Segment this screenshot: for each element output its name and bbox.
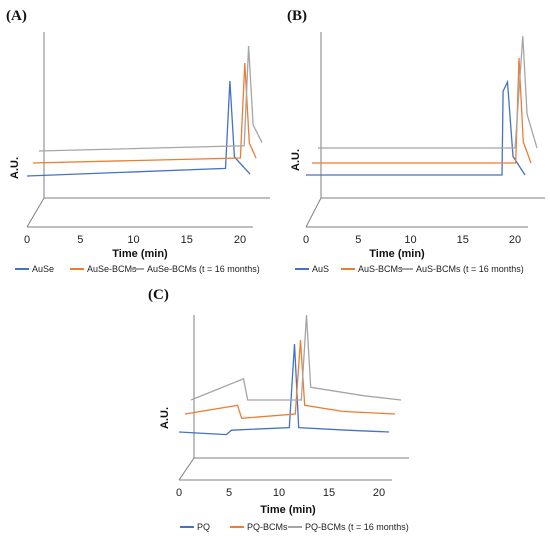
x-tick-label: 20 — [509, 234, 521, 246]
legend-entry: AuSe — [32, 264, 54, 274]
series-line-2 — [184, 339, 396, 419]
x-axis-label: Time (min) — [369, 248, 425, 260]
series-lines — [178, 314, 402, 436]
x-tick-label: 5 — [77, 234, 83, 246]
panel-label: (A) — [6, 8, 27, 24]
legend: AuS AuS-BCMs AuS-BCMs (t = 16 months) — [295, 264, 524, 274]
x-tick-label: 0 — [24, 234, 30, 246]
legend: PQ PQ-BCMs PQ-BCMs (t = 16 months) — [180, 522, 409, 532]
y-axis-label: A.U. — [290, 149, 302, 171]
x-tick-label: 20 — [234, 234, 246, 246]
x-axis-label: Time (min) — [260, 504, 316, 516]
x-tick-label: 0 — [303, 234, 309, 246]
legend-entry: AuS-BCMs — [358, 264, 403, 274]
chart-panel-b: (B) A.U. 0 5 10 15 20 Time (min) AuS AuS-BCMs… — [287, 8, 545, 274]
legend-entry: AuS-BCMs (t = 16 months) — [416, 264, 524, 274]
legend-entry: PQ-BCMs (t = 16 months) — [305, 522, 409, 532]
axes-3d — [305, 32, 545, 228]
legend-entry: PQ — [197, 522, 210, 532]
x-axis-label: Time (min) — [112, 248, 168, 260]
x-ticks: 0 5 10 15 20 — [176, 487, 385, 499]
x-tick-label: 5 — [226, 487, 232, 499]
depth-axis — [305, 197, 322, 228]
depth-axis — [178, 457, 195, 481]
series-line-3 — [38, 45, 263, 152]
series-line-3 — [190, 314, 402, 401]
y-axis-label: A.U. — [159, 407, 171, 429]
chart-panel-a: (A) A.U. 0 5 10 15 20 Time (min) AuSe AuSe-BC… — [6, 8, 270, 274]
legend-entry: PQ-BCMs — [247, 522, 288, 532]
legend-entry: AuSe-BCMs (t = 16 months) — [147, 264, 260, 274]
legend-entry: AuSe-BCMs — [87, 264, 137, 274]
series-line-2 — [32, 62, 257, 164]
x-tick-label: 0 — [176, 487, 182, 499]
series-line-1 — [26, 80, 251, 177]
x-tick-label: 15 — [181, 234, 193, 246]
x-tick-label: 5 — [355, 234, 361, 246]
depth-axis — [26, 197, 45, 228]
legend: AuSe AuSe-BCMs AuSe-BCMs (t = 16 months) — [15, 264, 260, 274]
x-ticks: 0 5 10 15 20 — [24, 234, 246, 246]
series-line-1 — [178, 343, 390, 436]
x-tick-label: 20 — [373, 487, 385, 499]
series-line-2 — [312, 57, 532, 164]
x-tick-label: 15 — [457, 234, 469, 246]
chart-panel-c: (C) A.U. 0 5 10 15 20 Time (min) PQ PQ-BCMs PQ… — [148, 287, 409, 532]
legend-entry: AuS — [312, 264, 329, 274]
panel-label: (C) — [148, 287, 169, 303]
series-lines — [306, 35, 538, 176]
x-tick-label: 10 — [404, 234, 416, 246]
panel-label: (B) — [287, 8, 307, 24]
x-tick-label: 10 — [273, 487, 285, 499]
series-line-1 — [306, 79, 526, 176]
y-axis-label: A.U. — [9, 157, 21, 179]
x-tick-label: 10 — [127, 234, 139, 246]
axes-3d — [26, 32, 270, 228]
axes-3d — [178, 315, 409, 481]
series-lines — [26, 45, 263, 177]
x-tick-label: 15 — [323, 487, 335, 499]
x-ticks: 0 5 10 15 20 — [303, 234, 521, 246]
series-line-3 — [318, 35, 538, 149]
